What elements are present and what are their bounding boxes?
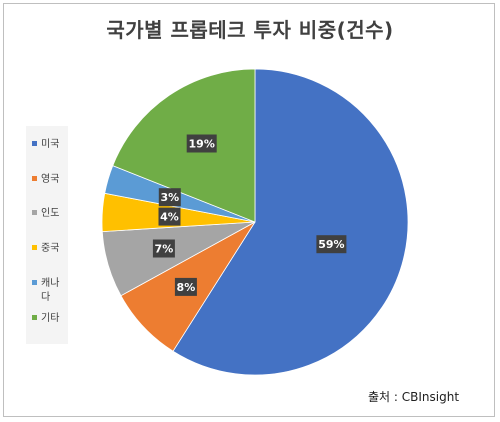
data-label-box-3 xyxy=(158,207,181,226)
legend-item-5: 기타 xyxy=(32,312,65,326)
legend-label-2: 인도 xyxy=(41,208,60,219)
legend-item-4: 캐나다 xyxy=(32,277,65,305)
legend-swatch-5 xyxy=(32,314,37,320)
legend-item-2: 인도 xyxy=(32,207,65,221)
legend-label-5: 기타 xyxy=(41,313,60,324)
data-label-box-0 xyxy=(316,235,347,254)
data-label-1: 8% xyxy=(177,281,196,294)
data-label-box-5 xyxy=(186,134,217,153)
legend-item-3: 중국 xyxy=(32,242,65,256)
pie-slice-5 xyxy=(112,68,256,223)
data-label-box-2 xyxy=(152,239,175,258)
legend-swatch-0 xyxy=(32,140,37,146)
data-label-5: 19% xyxy=(189,138,215,151)
data-label-4: 3% xyxy=(160,191,179,204)
legend-swatch-4 xyxy=(32,279,37,285)
legend-label-1: 영국 xyxy=(41,174,60,185)
chart-title: 국가별 프롭테크 투자 비중(건수) xyxy=(106,18,394,42)
legend-swatch-3 xyxy=(32,244,37,250)
source-note: 출처 : CBInsight xyxy=(368,390,460,404)
legend-item-1: 영국 xyxy=(32,173,65,187)
legend-item-0: 미국 xyxy=(32,138,65,152)
legend-swatch-1 xyxy=(32,175,37,181)
data-label-box-4 xyxy=(158,188,181,207)
legend-label-0: 미국 xyxy=(41,139,60,150)
data-label-box-1 xyxy=(174,277,197,296)
chart-legend: 미국 영국 인도 중국 캐나다 기타 xyxy=(26,126,68,344)
data-label-0: 59% xyxy=(318,238,344,251)
data-label-3: 4% xyxy=(160,211,179,224)
legend-label-4: 캐나다 xyxy=(41,278,60,303)
pie-slice-0 xyxy=(172,68,409,376)
legend-swatch-2 xyxy=(32,209,37,215)
legend-label-3: 중국 xyxy=(41,243,60,254)
data-label-2: 7% xyxy=(155,243,174,256)
